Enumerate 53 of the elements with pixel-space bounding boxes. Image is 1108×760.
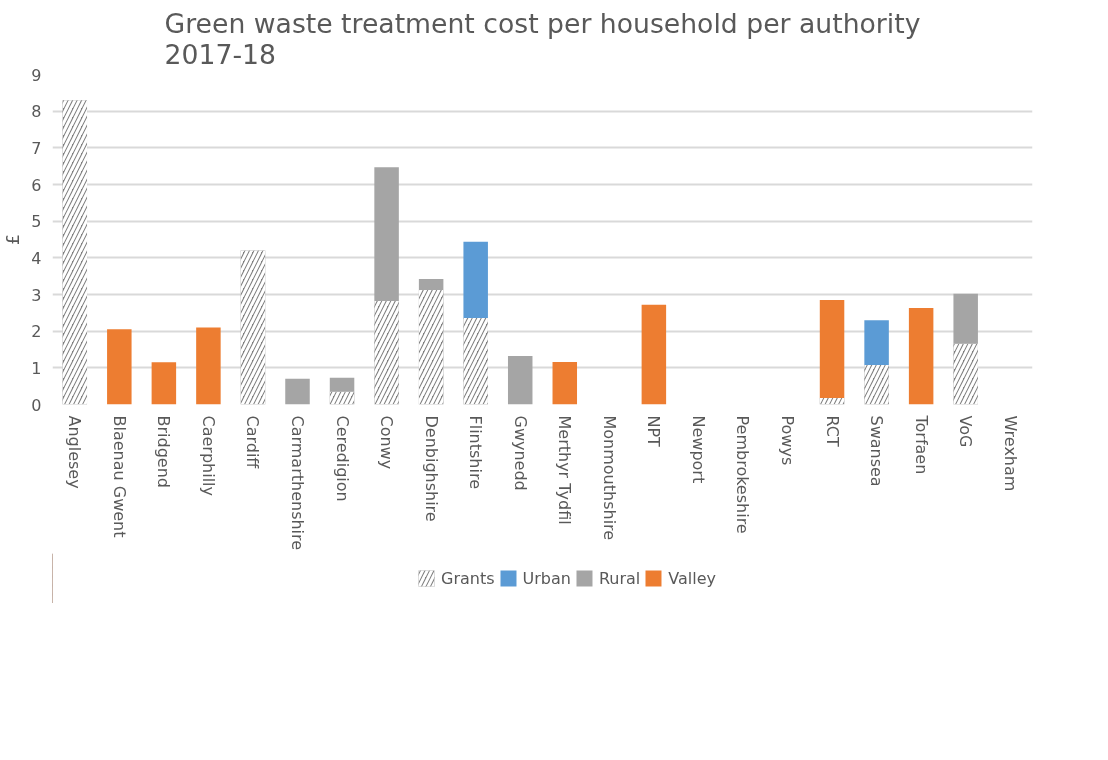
x-tick-label: RCT [822, 415, 842, 447]
x-tick-label: Swansea [867, 415, 887, 487]
x-tick-label: Caerphilly [198, 415, 218, 496]
bar [552, 361, 578, 405]
y-tick-label: 8 [31, 102, 42, 122]
y-tick-label: 4 [31, 248, 42, 268]
x-tick-label: Bridgend [154, 415, 174, 488]
y-tick-label: 2 [31, 322, 42, 342]
bar [196, 327, 221, 405]
legend-label: Valley [668, 568, 717, 588]
bar [953, 293, 978, 344]
bar [107, 329, 132, 405]
x-tick-label: Pembrokeshire [733, 415, 753, 534]
bar [819, 300, 845, 398]
x-tick-label: Carmarthenshire [288, 415, 307, 551]
bar [374, 167, 399, 302]
y-tick-label: 6 [31, 175, 42, 195]
x-tick-label: Ceredigion [332, 415, 352, 502]
x-tick-label: Monmouthshire [599, 415, 619, 541]
bar [151, 362, 177, 405]
y-tick-label: 3 [31, 285, 42, 305]
y-axis-title: £ [3, 233, 24, 246]
y-tick-label: 7 [31, 138, 42, 158]
legend-label: Urban [522, 568, 571, 588]
x-tick-label: NPT [644, 415, 664, 448]
chart-title: Green waste treatment cost per household per authority 2017-18 [164, 7, 921, 70]
x-tick-label: Conwy [377, 415, 397, 470]
x-tick-label: Powys [778, 415, 797, 466]
x-tick-label: Cardiff [243, 415, 263, 470]
y-tick-label: 9 [31, 65, 42, 85]
y-tick-label: 0 [31, 395, 42, 415]
x-tick-label: Torfaen [911, 414, 931, 475]
x-tick-label: Wrexham [1000, 415, 1020, 492]
x-tick-label: Denbighshire [421, 415, 441, 522]
bar [329, 377, 355, 392]
bar [418, 279, 444, 291]
legend-label: Rural [598, 568, 641, 588]
legend-label: Grants [440, 568, 495, 588]
x-tick-label: Anglesey [65, 415, 85, 489]
x-tick-label: VoG [956, 415, 976, 448]
bar [641, 304, 667, 405]
x-tick-label: Gwynedd [510, 415, 530, 491]
bar [908, 308, 934, 405]
x-tick-label: Flintshire [466, 415, 486, 489]
x-tick-label: Newport [688, 415, 708, 484]
y-tick-label: 1 [31, 358, 42, 378]
bar [463, 241, 488, 318]
y-tick-label: 5 [31, 212, 42, 232]
bar [507, 356, 533, 405]
x-tick-label: Merthyr Tydfil [555, 415, 575, 525]
bar [864, 320, 889, 365]
x-tick-label: Blaenau Gwent [109, 415, 129, 538]
bar [285, 378, 310, 405]
